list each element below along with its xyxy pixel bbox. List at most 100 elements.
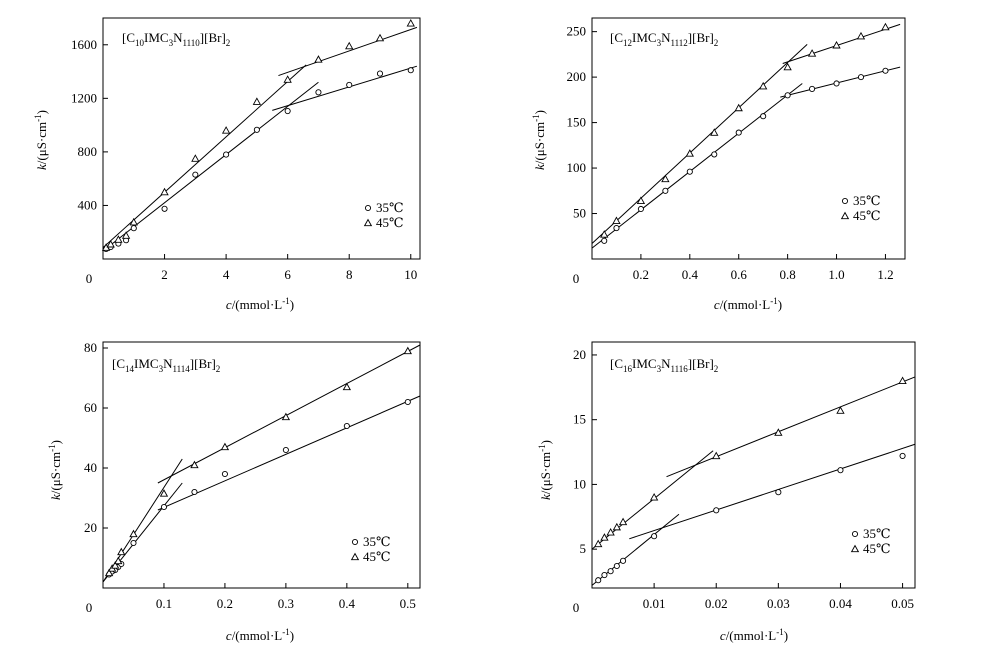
data-point <box>595 577 602 584</box>
chart-panel-4: 5 10 15 20 0 0.01 0.02 0.03 0.04 0.05 35℃45℃ [C16IM… <box>537 341 916 643</box>
y-tick-label: 15 <box>573 412 586 427</box>
panel-title-part: ][Br] <box>190 356 216 371</box>
x-axis-label-part: /(mmol·L <box>726 628 777 643</box>
legend: 35℃45℃ <box>350 534 391 564</box>
legend-label: 45℃ <box>376 215 404 230</box>
x-tick-label: 0 <box>86 271 93 286</box>
y-tick-label: 1200 <box>71 90 97 105</box>
data-point <box>833 80 840 87</box>
x-tick-label: 0.02 <box>705 596 728 611</box>
legend-label: 45℃ <box>853 208 881 223</box>
data-point <box>898 376 907 385</box>
fit-line <box>780 66 901 98</box>
data-point <box>221 126 231 134</box>
legend-label: 45℃ <box>363 549 391 564</box>
legend-marker <box>351 538 359 546</box>
data-point <box>759 81 768 90</box>
x-tick-label: 0.5 <box>400 596 416 611</box>
x-tick-label: 4 <box>223 267 230 282</box>
y-axis-label: k/(μS·cm-1) <box>33 110 49 170</box>
x-axis-label-part: c <box>226 297 232 312</box>
data-point <box>252 97 262 105</box>
data-point <box>594 539 603 548</box>
data-point <box>612 216 621 224</box>
data-point <box>160 503 168 511</box>
legend: 35℃45℃ <box>850 526 891 556</box>
panel-title-part: ][Br] <box>200 30 226 45</box>
y-tick-label: 60 <box>84 400 97 415</box>
fit-line <box>102 64 307 248</box>
panel-title-part: N <box>661 30 671 45</box>
series-35C <box>106 398 411 578</box>
x-tick-label: 0.8 <box>780 267 796 282</box>
legend-marker <box>350 552 360 561</box>
data-point <box>837 467 844 474</box>
y-tick-label: 100 <box>567 160 587 175</box>
x-axis-label-part: ) <box>290 297 294 312</box>
y-axis-label-part: k <box>34 164 49 170</box>
y-axis-label-part: ) <box>34 110 49 114</box>
data-point <box>161 205 168 212</box>
data-point <box>636 196 646 204</box>
data-point <box>686 168 693 175</box>
y-tick-label: 200 <box>567 69 587 84</box>
x-tick-label: 0.4 <box>682 267 699 282</box>
x-tick-label: 0.04 <box>829 596 852 611</box>
data-point <box>651 533 658 540</box>
y-axis-label-part: -1 <box>47 444 57 452</box>
data-point <box>314 55 323 63</box>
data-point <box>345 41 354 50</box>
y-axis-label-part: ) <box>538 440 553 444</box>
data-point <box>221 470 228 478</box>
y-axis-label-part: ) <box>532 110 547 114</box>
data-point <box>129 529 138 538</box>
x-axis-label-part: /(mmol·L <box>232 628 283 643</box>
data-point <box>649 493 659 501</box>
y-axis-label-part: k <box>532 164 547 170</box>
panel-title-part: [C <box>610 30 623 45</box>
data-point <box>130 225 137 232</box>
panel-title-part: 2 <box>714 38 719 48</box>
data-point <box>284 108 291 115</box>
data-point <box>190 460 199 469</box>
legend: 35℃45℃ <box>363 200 404 230</box>
x-tick-label: 0.03 <box>767 596 790 611</box>
x-tick-label: 0 <box>86 600 93 615</box>
data-point <box>375 33 385 42</box>
chart-panel-2: 50 100 150 200 250 0 0.2 0.4 0.6 0.8 1.0 1.2 35℃45℃ [… <box>531 17 906 312</box>
panel-title-part: 3 <box>657 364 662 374</box>
data-point <box>857 74 865 81</box>
data-point <box>775 489 782 496</box>
y-tick-label: 20 <box>84 520 97 535</box>
x-tick-label: 0.3 <box>278 596 294 611</box>
y-axis-label-part: -1 <box>33 114 43 122</box>
data-point <box>713 507 720 514</box>
data-point <box>784 92 791 99</box>
data-point <box>735 129 742 136</box>
data-point <box>121 231 131 239</box>
y-tick-label: 80 <box>84 340 97 355</box>
y-axis-label: k/(μS·cm-1) <box>537 440 553 500</box>
legend-marker <box>364 204 372 212</box>
y-tick-label: 250 <box>567 24 587 39</box>
data-point <box>620 557 627 564</box>
legend-marker <box>841 197 849 205</box>
data-point <box>856 31 866 40</box>
panel-title-part: [C <box>122 30 135 45</box>
data-point <box>129 217 138 226</box>
data-point <box>130 539 137 547</box>
data-point <box>223 151 230 158</box>
data-point <box>406 19 415 27</box>
data-point <box>600 533 609 541</box>
data-point <box>343 422 350 430</box>
x-axis-label-part: c <box>720 628 726 643</box>
legend-label: 35℃ <box>853 193 881 208</box>
series-45C <box>104 346 412 577</box>
legend-label: 35℃ <box>363 534 391 549</box>
panel-title-part: 1116 <box>670 364 688 374</box>
data-point <box>407 67 414 74</box>
fit-line <box>157 395 421 511</box>
data-point <box>404 398 411 406</box>
y-axis-label-part: /(μS·cm <box>538 452 553 494</box>
